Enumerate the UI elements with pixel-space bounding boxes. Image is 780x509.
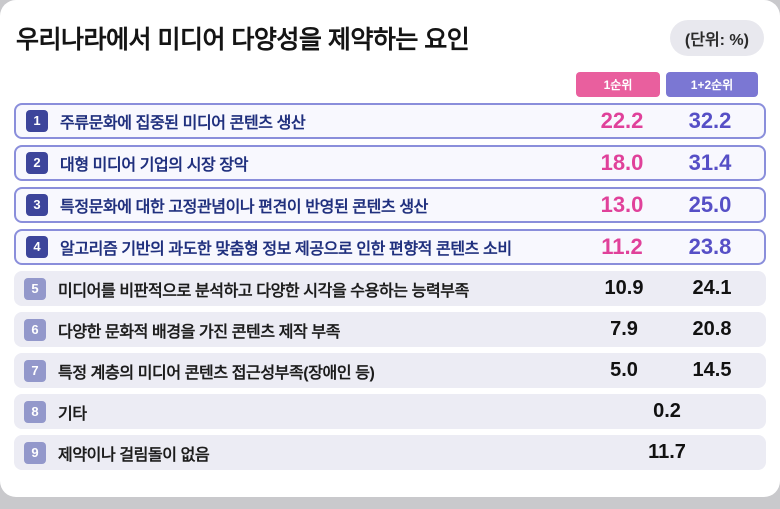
page-title: 우리나라에서 미디어 다양성을 제약하는 요인	[16, 26, 470, 54]
value-rank12: 14.5	[692, 359, 732, 381]
column-header-cell-rank12: 1+2순위	[666, 72, 758, 97]
column-header-rank1: 1순위	[576, 72, 660, 97]
header: 우리나라에서 미디어 다양성을 제약하는 요인 (단위: %)	[14, 14, 766, 60]
column-header-rank12: 1+2순위	[666, 72, 758, 97]
rank-badge: 2	[26, 152, 48, 174]
unit-label: (단위: %)	[669, 20, 764, 56]
table-row: 3 특정문화에 대한 고정관념이나 편견이 반영된 콘텐츠 생산 13.0 25…	[14, 187, 766, 223]
rank-badge: 8	[24, 400, 46, 423]
column-headers: 1순위 1+2순위	[14, 72, 758, 97]
table-row: 2 대형 미디어 기업의 시장 장악 18.0 31.4	[14, 145, 766, 181]
value-rank1: 7.9	[610, 318, 638, 340]
value-rank12: 25.0	[688, 192, 732, 217]
row-label: 특정 계층의 미디어 콘텐츠 접근성부족(장애인 등)	[58, 364, 375, 382]
value-rank1: 13.0	[600, 192, 644, 217]
row-label: 기타	[58, 405, 87, 423]
rank-badge: 1	[26, 110, 48, 132]
value-rank12: 20.8	[692, 318, 732, 340]
chart-card: 우리나라에서 미디어 다양성을 제약하는 요인 (단위: %) 1순위 1+2순…	[0, 0, 780, 497]
rank-badge: 5	[24, 277, 46, 300]
table-body: 1 주류문화에 집중된 미디어 콘텐츠 생산 22.2 32.2 2 대형 미디…	[14, 103, 766, 470]
table-row: 6 다양한 문화적 배경을 가진 콘텐츠 제작 부족 7.9 20.8	[14, 312, 766, 347]
column-header-cell-rank1: 1순위	[576, 72, 660, 97]
value-rank1: 18.0	[600, 150, 644, 175]
rank-badge: 4	[26, 236, 48, 258]
row-label: 미디어를 비판적으로 분석하고 다양한 시각을 수용하는 능력부족	[58, 282, 469, 300]
table-row: 4 알고리즘 기반의 과도한 맞춤형 정보 제공으로 인한 편향적 콘텐츠 소비…	[14, 229, 766, 265]
value-rank1: 11.2	[601, 234, 643, 259]
table-row: 9 제약이나 걸림돌이 없음 11.7	[14, 435, 766, 470]
table-row: 1 주류문화에 집중된 미디어 콘텐츠 생산 22.2 32.2	[14, 103, 766, 139]
value-rank12: 32.2	[688, 108, 732, 133]
value-combined: 0.2	[653, 400, 681, 422]
table-row: 5 미디어를 비판적으로 분석하고 다양한 시각을 수용하는 능력부족 10.9…	[14, 271, 766, 306]
row-label: 특정문화에 대한 고정관념이나 편견이 반영된 콘텐츠 생산	[60, 199, 428, 216]
value-rank12: 24.1	[692, 277, 732, 299]
value-rank12: 31.4	[688, 150, 732, 175]
rank-badge: 6	[24, 318, 46, 341]
row-label: 제약이나 걸림돌이 없음	[58, 446, 210, 464]
row-label: 다양한 문화적 배경을 가진 콘텐츠 제작 부족	[58, 323, 341, 341]
rank-badge: 9	[24, 441, 46, 464]
rank-badge: 7	[24, 359, 46, 382]
rank-badge: 3	[26, 194, 48, 216]
value-rank1: 5.0	[610, 359, 638, 381]
table-row: 7 특정 계층의 미디어 콘텐츠 접근성부족(장애인 등) 5.0 14.5	[14, 353, 766, 388]
row-label: 주류문화에 집중된 미디어 콘텐츠 생산	[60, 115, 306, 132]
value-combined: 11.7	[648, 441, 686, 463]
table-row: 8 기타 0.2	[14, 394, 766, 429]
row-label: 대형 미디어 기업의 시장 장악	[60, 157, 249, 174]
value-rank1: 10.9	[604, 277, 644, 299]
value-rank1: 22.2	[600, 108, 644, 133]
value-rank12: 23.8	[688, 234, 732, 259]
row-label: 알고리즘 기반의 과도한 맞춤형 정보 제공으로 인한 편향적 콘텐츠 소비	[60, 241, 512, 258]
